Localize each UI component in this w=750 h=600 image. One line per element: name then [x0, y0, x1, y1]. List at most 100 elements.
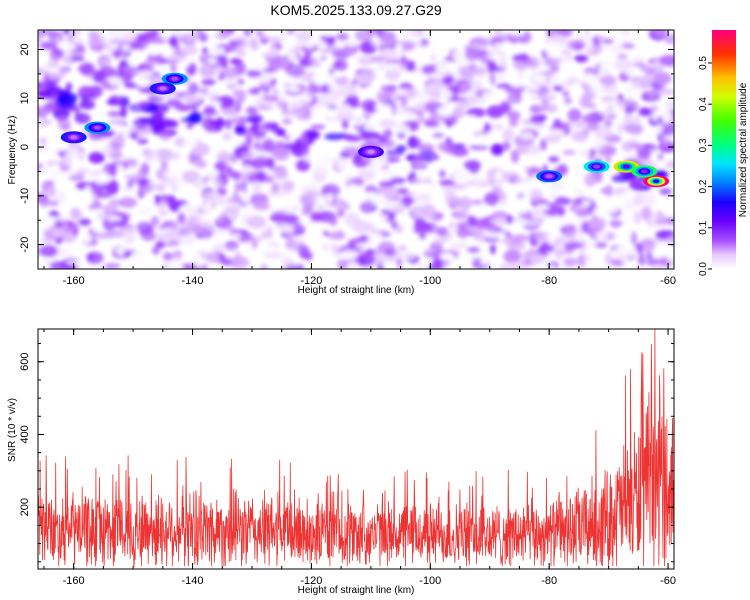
spectral-blob	[283, 213, 298, 224]
spectral-blob	[354, 30, 374, 42]
spectral-blob	[269, 213, 288, 223]
spectral-blob	[585, 40, 595, 54]
spectral-blob	[202, 168, 220, 178]
spectral-gap	[154, 228, 166, 237]
spectral-blob	[259, 264, 269, 269]
spectral-gap	[563, 191, 575, 197]
spectral-gap	[371, 213, 388, 222]
spectral-blob	[464, 47, 481, 61]
spectral-blob	[654, 217, 669, 226]
spectral-blob	[529, 188, 543, 202]
spectral-gap	[250, 61, 269, 70]
x-tick-label: -140	[182, 575, 204, 587]
spectral-blob	[231, 171, 242, 180]
spectral-blob	[616, 123, 625, 135]
spectral-blob	[200, 264, 208, 269]
spectral-gap	[581, 248, 599, 257]
spectral-blob	[357, 55, 374, 66]
spectral-gap	[149, 139, 162, 151]
spectral-gap	[574, 233, 589, 243]
spectral-gap	[520, 131, 534, 140]
spectral-gap	[287, 52, 297, 61]
spectral-gap	[260, 245, 278, 251]
spectral-blob	[303, 152, 310, 164]
spectral-blob	[502, 128, 515, 142]
spectral-peak	[583, 160, 610, 173]
spectral-blob	[451, 97, 467, 103]
spectral-blob	[192, 224, 203, 235]
spectral-blob	[503, 249, 522, 263]
spectral-blob	[220, 209, 239, 216]
spectral-blob	[137, 177, 151, 187]
spectral-blob	[254, 155, 269, 166]
spectral-gap	[380, 261, 399, 267]
spectral-blob	[48, 183, 56, 198]
spectral-gap	[355, 83, 361, 94]
spectral-blob	[69, 30, 81, 37]
spectral-blob	[622, 42, 635, 49]
spectral-blob	[357, 252, 376, 267]
spectral-gap	[490, 53, 503, 61]
spectral-gap	[514, 207, 529, 214]
spectral-blob	[229, 256, 250, 269]
spectral-blob	[127, 127, 138, 134]
spectral-blob	[216, 151, 232, 163]
spectral-gap	[409, 248, 423, 255]
spectral-blob	[52, 227, 65, 238]
spectral-gap	[534, 74, 548, 83]
spectral-blob	[286, 30, 296, 36]
spectral-blob	[284, 142, 302, 151]
spectral-blob	[352, 220, 372, 234]
spectral-blob	[112, 49, 122, 59]
spectral-gap	[439, 252, 456, 261]
spectral-blob	[498, 58, 508, 73]
spectral-blob	[112, 141, 121, 149]
spectral-blob	[39, 244, 58, 258]
spectral-gap	[459, 253, 474, 262]
spectral-gap	[592, 208, 608, 217]
spectral-blob	[567, 108, 582, 123]
spectral-blob	[433, 238, 447, 244]
spectral-blob	[423, 30, 435, 39]
spectral-blob	[106, 229, 126, 238]
spectral-blob	[123, 82, 141, 89]
spectral-blob	[41, 181, 49, 194]
spectral-gap	[485, 130, 502, 140]
spectral-blob	[310, 212, 323, 222]
spectral-blob	[249, 37, 259, 52]
spectral-gap	[206, 30, 221, 37]
spectral-gap	[399, 262, 411, 267]
spectral-blob	[513, 176, 533, 185]
spectral-blob	[38, 224, 53, 231]
spectral-gap	[93, 227, 102, 234]
spectral-gap	[414, 181, 432, 194]
spectral-blob	[202, 89, 219, 99]
spectral-gap	[364, 122, 377, 131]
spectral-gap	[236, 190, 245, 197]
spectral-gap	[440, 88, 452, 100]
spectral-blob	[629, 177, 643, 191]
spectral-gap	[466, 184, 483, 195]
y-tick-label: -10	[19, 188, 31, 204]
spectral-gap	[498, 246, 505, 253]
spectral-gap	[475, 134, 488, 145]
spectral-gap	[653, 158, 667, 167]
spectral-blob	[664, 101, 674, 107]
spectral-blob	[584, 173, 597, 187]
spectral-peak	[357, 145, 384, 158]
spectral-blob	[222, 132, 233, 141]
snr-x-axis: -160 -140 -120 -100 -80 -60	[43, 329, 676, 587]
spectral-blob	[395, 187, 409, 195]
spectral-blob	[132, 117, 148, 130]
spectral-blob	[549, 191, 558, 199]
colorbar-tick-label: 0.3	[698, 138, 709, 152]
spectral-peak	[631, 165, 658, 178]
spectral-blob	[418, 192, 432, 204]
spectral-blob	[469, 144, 489, 150]
spectral-blob	[431, 154, 440, 160]
spectral-blob	[495, 83, 514, 89]
spectral-blob	[562, 149, 576, 156]
spectral-blob	[573, 42, 584, 51]
spectral-gap	[233, 139, 242, 147]
spectral-blob	[314, 158, 321, 165]
